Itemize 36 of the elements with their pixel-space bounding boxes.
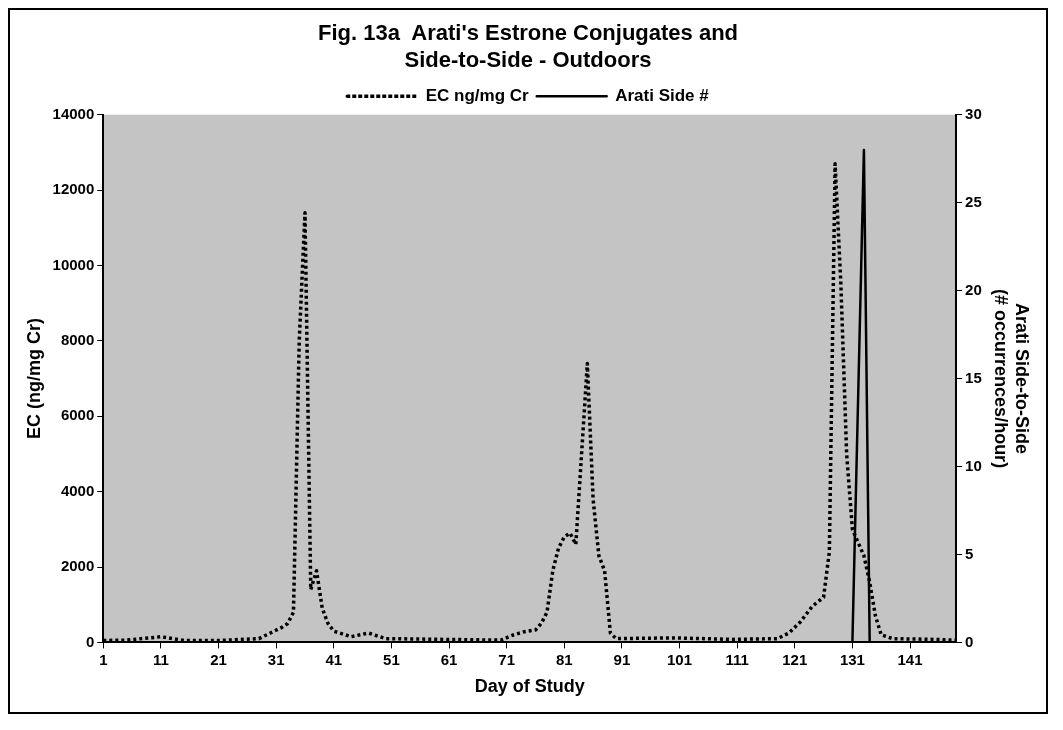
y-tick-label: 10000 <box>52 255 95 273</box>
y2-tick-label: 25 <box>965 192 982 210</box>
x-tick-label: 41 <box>325 650 343 668</box>
x-tick-label: 61 <box>440 650 458 668</box>
y2-axis-title: Arati Side-to-Side (# occurrences/hour) <box>990 289 1033 469</box>
y-tick-label: 0 <box>85 632 95 650</box>
x-tick-label: 131 <box>839 650 865 668</box>
y2-tick-label: 30 <box>965 104 982 122</box>
y2-tick-label: 0 <box>965 632 974 650</box>
x-tick-label: 11 <box>153 650 169 668</box>
y-tick-label: 8000 <box>60 331 95 349</box>
y2-tick-label: 5 <box>965 544 974 562</box>
x-tick-label: 71 <box>498 650 516 668</box>
y-tick-label: 12000 <box>52 180 95 198</box>
x-tick-label: 121 <box>782 650 808 668</box>
y-axis-title: EC (ng/mg Cr) <box>23 318 44 440</box>
x-axis-title: Day of Study <box>474 676 585 697</box>
x-tick-label: 111 <box>725 650 749 668</box>
y-tick-label: 2000 <box>60 557 95 575</box>
y-tick-label: 14000 <box>52 104 95 122</box>
y-tick-label: 4000 <box>60 481 95 499</box>
x-tick-label: 1 <box>99 650 108 668</box>
y-tick-label: 6000 <box>60 406 95 424</box>
chart-title: Fig. 13a Arati's Estrone Conjugates and Side-to-Side - Outdoors <box>317 20 739 72</box>
legend-label: Arati Side # <box>615 85 710 105</box>
x-tick-label: 81 <box>555 650 573 668</box>
x-tick-label: 51 <box>383 650 400 668</box>
y2-tick-label: 15 <box>965 368 982 386</box>
y2-tick-label: 20 <box>965 280 982 298</box>
x-tick-label: 31 <box>267 650 285 668</box>
legend-label: EC ng/mg Cr <box>425 85 530 105</box>
x-tick-label: 21 <box>210 650 227 668</box>
x-tick-label: 101 <box>667 650 693 668</box>
y2-tick-label: 10 <box>965 456 982 474</box>
x-tick-label: 141 <box>897 650 923 668</box>
x-tick-label: 91 <box>613 650 631 668</box>
